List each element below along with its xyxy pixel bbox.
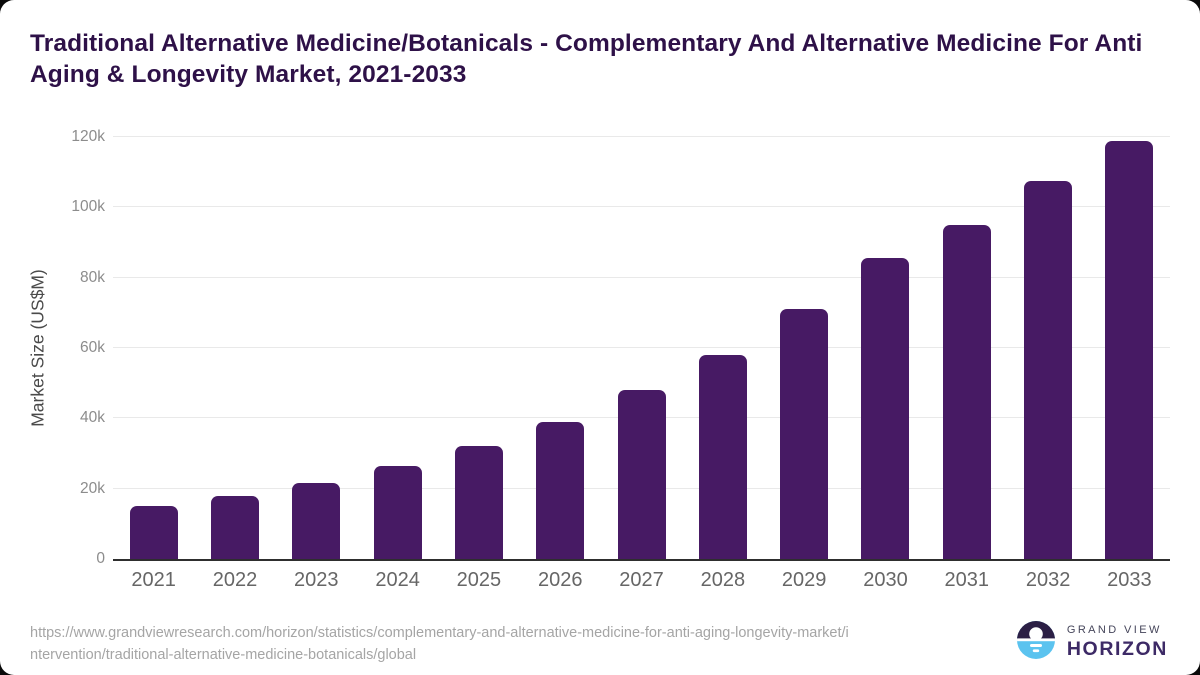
logo-text: GRAND VIEW HORIZON <box>1067 624 1168 660</box>
plot-area <box>113 136 1170 561</box>
x-tick-label: 2028 <box>700 569 746 591</box>
x-tick-label: 2025 <box>456 569 502 591</box>
x-axis-line <box>113 559 1170 561</box>
sunset-horizon-icon <box>1016 621 1055 664</box>
bar-slot <box>601 137 682 559</box>
bar-2028 <box>698 355 747 559</box>
bar-slot <box>113 137 194 559</box>
bar-2023 <box>292 483 341 559</box>
x-tick-label: 2021 <box>131 569 176 591</box>
bar-slot <box>682 137 763 559</box>
bar-2033 <box>1105 140 1154 559</box>
x-tick-label: 2029 <box>781 569 827 591</box>
x-tick-label: 2027 <box>619 569 664 591</box>
bar-slot <box>520 137 601 559</box>
bar-slot <box>357 137 438 559</box>
bar-slot <box>276 137 357 559</box>
chart-title: Traditional Alternative Medicine/Botanic… <box>30 30 1143 89</box>
source-url: https://www.grandviewresearch.com/horizo… <box>30 622 940 667</box>
bar-2026 <box>536 421 585 559</box>
bar-2024 <box>373 465 422 559</box>
bar-2022 <box>210 495 259 559</box>
gridline <box>113 206 1170 208</box>
x-axis-labels: 2021 2022 2023 2024 2025 2026 2027 2028 2029 2030… <box>113 569 1170 592</box>
x-tick-label: 2022 <box>212 569 258 591</box>
bar-slot <box>438 137 519 559</box>
x-tick-label: 2026 <box>537 569 583 591</box>
grand-view-horizon-logo: GRAND VIEW HORIZON <box>1016 621 1168 664</box>
x-tick-label: 2024 <box>375 569 420 591</box>
source-url-line-2: ntervention/traditional-alternative-medi… <box>30 647 417 664</box>
gridline <box>113 136 1170 137</box>
x-tick-label: 2030 <box>863 569 908 591</box>
x-tick-label: 2031 <box>944 569 990 591</box>
y-tick-label: 120k <box>71 128 105 145</box>
bar-slot <box>845 137 926 559</box>
y-tick-label: 80k <box>80 268 105 286</box>
y-tick-label: 60k <box>80 339 105 356</box>
bar-2027 <box>617 390 666 559</box>
bar-2029 <box>780 309 829 559</box>
bar-slot <box>764 137 845 559</box>
x-tick-label: 2033 <box>1107 569 1152 591</box>
logo-horizon-text: HORIZON <box>1066 638 1168 661</box>
logo-grand-view-text: GRAND VIEW <box>1066 624 1162 637</box>
bar-slot <box>1007 137 1088 559</box>
y-tick-label: 40k <box>80 409 105 427</box>
x-tick-label: 2023 <box>294 569 339 591</box>
bar-slot <box>926 137 1007 559</box>
x-tick-label: 2032 <box>1025 569 1071 591</box>
bar-slot <box>194 137 275 559</box>
gridline <box>113 347 1170 348</box>
bars-container <box>113 137 1170 559</box>
y-tick-label: 20k <box>80 479 105 497</box>
bar-2025 <box>454 446 503 559</box>
y-axis-ticks: 0 20k 40k 60k 80k 100k 120k <box>20 128 105 567</box>
gridline <box>113 276 1170 278</box>
y-tick-label: 100k <box>71 198 105 216</box>
bar-2031 <box>942 224 991 559</box>
bar-2032 <box>1024 180 1073 559</box>
source-url-line-1: https://www.grandviewresearch.com/horizo… <box>30 625 849 641</box>
y-tick-label: 0 <box>96 550 105 567</box>
bar-2021 <box>129 505 178 559</box>
bar-2030 <box>861 258 910 559</box>
bar-slot <box>1089 137 1170 559</box>
